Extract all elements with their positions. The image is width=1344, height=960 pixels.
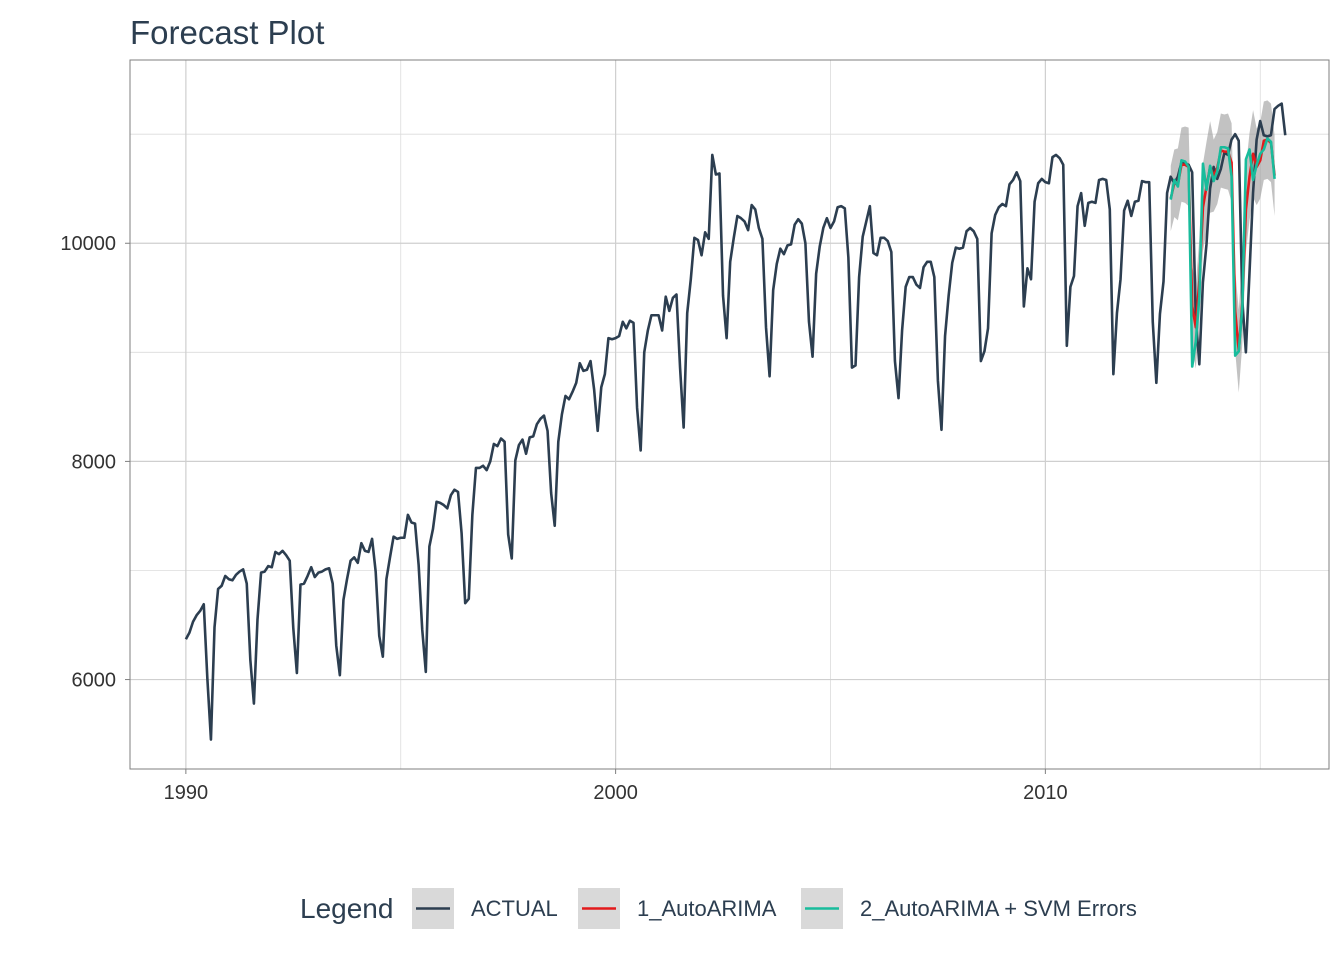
- x-axis: 1990 2000 2010: [164, 769, 1068, 804]
- legend-title: Legend: [300, 893, 393, 924]
- x-tick-label: 2010: [1023, 782, 1068, 804]
- legend-label: 2_AutoARIMA + SVM Errors: [860, 896, 1137, 921]
- series-lines: [184, 102, 1287, 741]
- y-tick-label: 8000: [72, 451, 117, 473]
- grid-lines: [130, 60, 1329, 769]
- forecast-confidence-band: [1170, 100, 1275, 393]
- actual-line: [184, 102, 1287, 741]
- confidence-band: [1170, 100, 1275, 393]
- legend: Legend ACTUAL 1_AutoARIMA 2_AutoARIMA + SVM…: [300, 888, 1137, 929]
- y-tick-label: 6000: [72, 670, 117, 692]
- legend-label: ACTUAL: [471, 896, 558, 921]
- x-tick-label: 1990: [164, 782, 209, 804]
- y-axis: 6000 8000 10000: [60, 233, 130, 692]
- chart-title: Forecast Plot: [130, 14, 324, 51]
- legend-label: 1_AutoARIMA: [637, 896, 777, 921]
- svm-line: [1169, 137, 1276, 368]
- x-tick-label: 2000: [593, 782, 638, 804]
- y-tick-label: 10000: [60, 233, 116, 255]
- plot-panel: [129, 59, 1330, 770]
